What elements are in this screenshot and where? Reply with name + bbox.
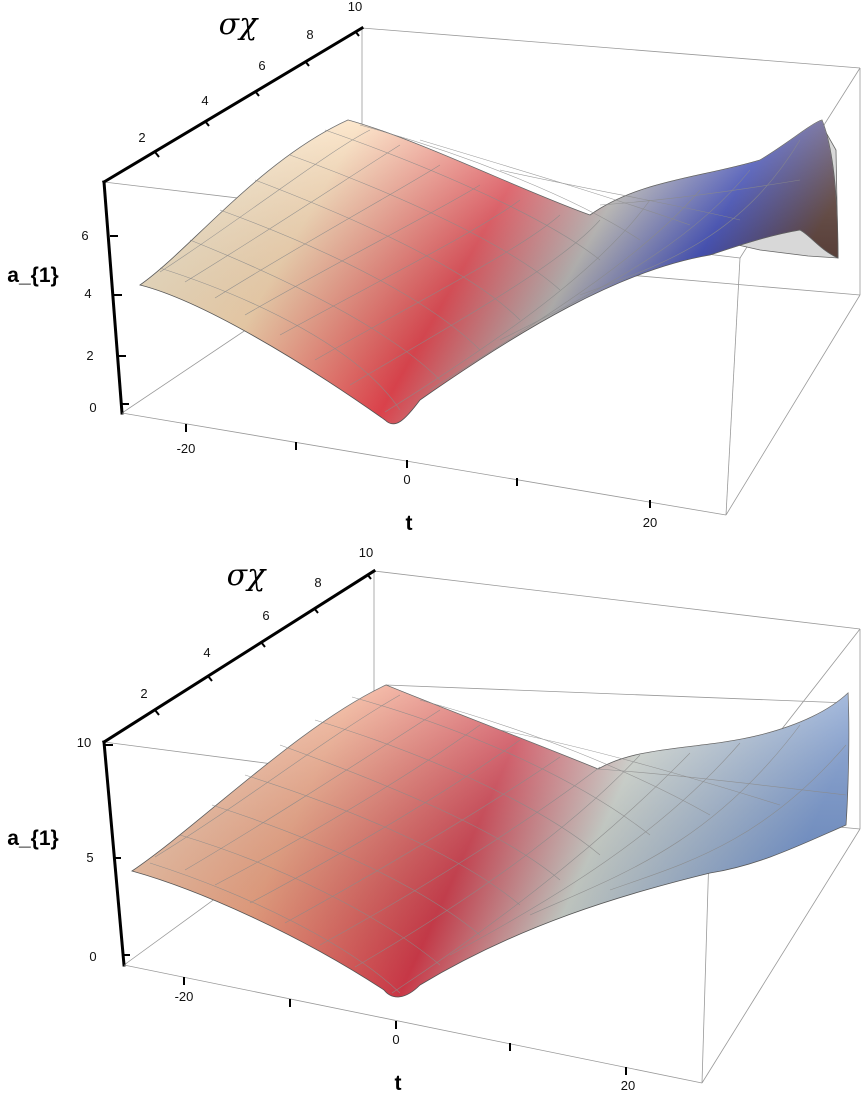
- axes-bottom: [101, 568, 703, 1084]
- y-axis-label: σχ: [227, 558, 267, 593]
- x-axis-label: t: [406, 512, 413, 535]
- y-tick-label: 4: [201, 93, 208, 108]
- y-tick-label: 8: [314, 575, 321, 590]
- x-axis-ticks-bottom: [183, 977, 627, 1075]
- y-tick-label: 10: [348, 0, 362, 14]
- z-axis-label: a_{1}: [7, 264, 58, 287]
- surface-bottom: [131, 684, 850, 998]
- x-tick-label: 20: [643, 515, 657, 530]
- tick-labels-top: -20 0 20 2 4 6 8 10 0 2 4 6: [81, 0, 657, 530]
- y-tick-label: 6: [262, 608, 269, 623]
- surface-mesh-top: [159, 124, 801, 413]
- z-tick-label: 6: [81, 228, 88, 243]
- x-tick-label: -20: [177, 441, 196, 456]
- x-tick-label: 0: [392, 1032, 399, 1047]
- surface-plot-bottom: -20 0 20 2 4 6 8 10 0 5 10 t a_{1} σχ: [7, 545, 861, 1095]
- z-tick-label: 5: [86, 850, 93, 865]
- x-axis-label: t: [395, 1072, 402, 1095]
- x-axis-ticks-top: [185, 424, 651, 508]
- y-axis-label: σχ: [219, 7, 259, 42]
- x-tick-label: 20: [621, 1078, 635, 1093]
- tick-labels-bottom: -20 0 20 2 4 6 8 10 0 5 10: [77, 545, 635, 1093]
- z-tick-label: 0: [89, 400, 96, 415]
- y-axis-ticks-top: [154, 30, 360, 158]
- y-tick-label: 8: [306, 27, 313, 42]
- z-tick-label: 2: [86, 348, 93, 363]
- y-tick-label: 2: [138, 130, 145, 145]
- axes-top: [101, 25, 727, 516]
- z-axis-ticks-bottom: [105, 744, 130, 956]
- surface-mesh-bottom: [149, 694, 847, 994]
- y-axis-ticks-bottom: [154, 573, 372, 716]
- y-tick-label: 10: [359, 545, 373, 560]
- y-tick-label: 6: [258, 58, 265, 73]
- z-tick-label: 4: [84, 286, 91, 301]
- y-tick-label: 4: [203, 645, 210, 660]
- z-axis-ticks-top: [110, 235, 129, 405]
- surface-plot-top: -20 0 20 2 4 6 8 10 0 2 4 6 t a_{1} σχ: [7, 0, 861, 535]
- chart-panel-top: -20 0 20 2 4 6 8 10 0 2 4 6 t a_{1} σχ: [0, 0, 864, 545]
- z-tick-label: 0: [89, 949, 96, 964]
- x-tick-label: 0: [403, 472, 410, 487]
- z-axis-label: a_{1}: [7, 827, 58, 850]
- y-tick-label: 2: [140, 686, 147, 701]
- chart-panel-bottom: -20 0 20 2 4 6 8 10 0 5 10 t a_{1} σχ: [0, 545, 864, 1102]
- surface-top: [139, 119, 839, 425]
- x-tick-label: -20: [175, 989, 194, 1004]
- z-tick-label: 10: [77, 735, 91, 750]
